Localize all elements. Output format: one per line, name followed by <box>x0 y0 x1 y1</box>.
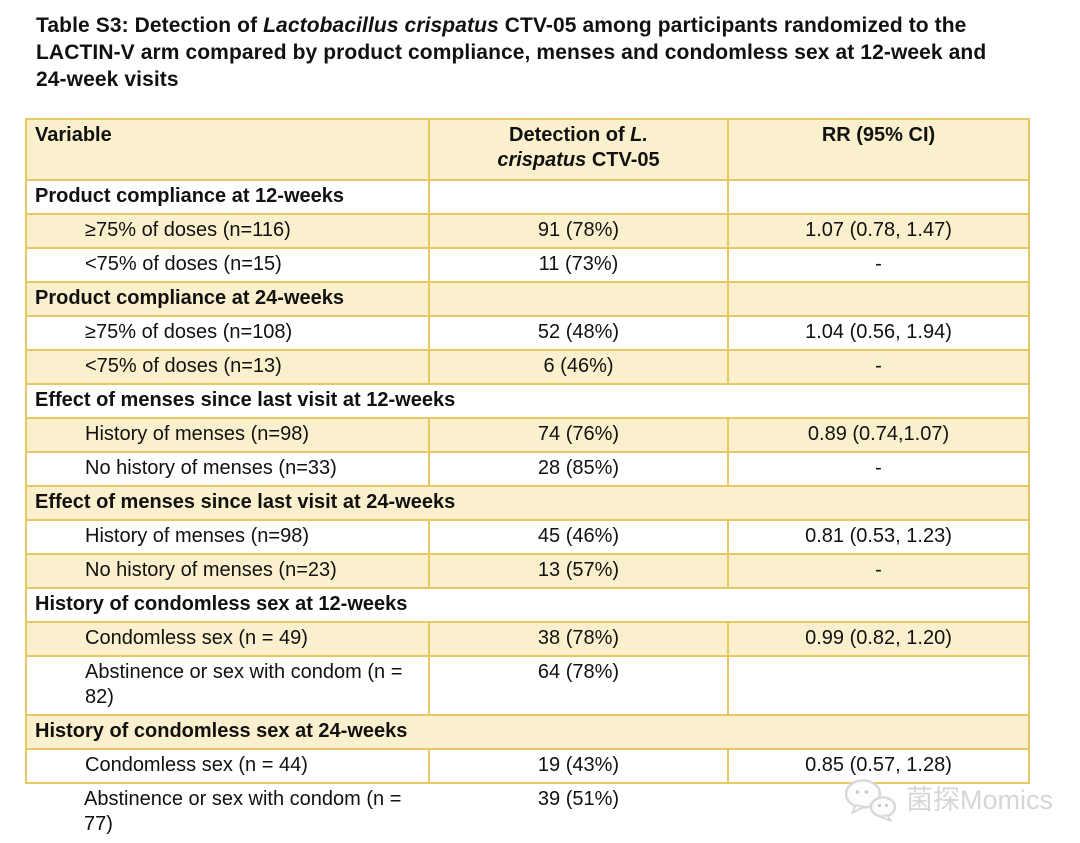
table-row: ≥75% of doses (n=116) 91 (78%) 1.07 (0.78,… <box>25 213 1030 249</box>
rr-cell: - <box>727 553 1030 589</box>
section-row: History of condomless sex at 24-weeks <box>25 714 1030 750</box>
table-row: Condomless sex (n = 49) 38 (78%) 0.99 (0.8… <box>25 621 1030 657</box>
section-row: Effect of menses since last visit at 12-… <box>25 383 1030 419</box>
detection-cell <box>428 281 729 317</box>
rr-cell <box>727 281 1030 317</box>
col-header-rr: RR (95% CI) <box>727 118 1030 181</box>
detection-header-tail: CTV-05 <box>586 149 660 171</box>
caption-text-tail: CTV-05 among participants randomized to … <box>36 14 987 91</box>
detection-cell: 19 (43%) <box>428 748 729 784</box>
table-row: Condomless sex (n = 44) 19 (43%) 0.85 (0.5… <box>25 748 1030 784</box>
variable-cell: <75% of doses (n=13) <box>25 349 430 385</box>
col-header-variable: Variable <box>25 118 430 181</box>
detection-cell: 64 (78%) <box>428 655 729 716</box>
rr-cell: 1.04 (0.56, 1.94) <box>727 315 1030 351</box>
results-table: Variable Detection of L. crispatus CTV-0… <box>25 118 1030 841</box>
section-row: Product compliance at 12-weeks <box>25 179 1030 215</box>
table-row: Abstinence or sex with condom (n = 77) 39… <box>26 783 1029 841</box>
col-header-detection: Detection of L. crispatus CTV-05 <box>428 118 729 181</box>
rr-cell: - <box>727 451 1030 487</box>
detection-cell: 6 (46%) <box>428 349 729 385</box>
rr-cell <box>727 179 1030 215</box>
table-header: Variable Detection of L. crispatus CTV-0… <box>25 118 1030 181</box>
detection-cell: 38 (78%) <box>428 621 729 657</box>
variable-cell: No history of menses (n=23) <box>25 553 430 589</box>
variable-cell: History of menses (n=98) <box>25 417 430 453</box>
table-row: No history of menses (n=23) 13 (57%) - <box>25 553 1030 589</box>
section-label: History of condomless sex at 12-weeks <box>25 587 1030 623</box>
wechat-bubbles-icon <box>844 779 897 822</box>
section-label: Product compliance at 12-weeks <box>25 179 430 215</box>
table-body: Product compliance at 12-weeks ≥75% of do… <box>25 179 1030 841</box>
variable-cell: History of menses (n=98) <box>25 519 430 555</box>
table-row: <75% of doses (n=15) 11 (73%) - <box>25 247 1030 283</box>
detection-header-italic2: crispatus <box>497 149 587 171</box>
table-row: No history of menses (n=33) 28 (85%) - <box>25 451 1030 487</box>
table-caption: Table S3: Detection of Lactobacillus cri… <box>36 12 1021 93</box>
detection-cell: 52 (48%) <box>428 315 729 351</box>
caption-text: Table S3: Detection of <box>36 14 264 37</box>
table-row: ≥75% of doses (n=108) 52 (48%) 1.04 (0.56,… <box>25 315 1030 351</box>
rr-cell: 0.85 (0.57, 1.28) <box>727 748 1030 784</box>
watermark: 菌探Momics <box>842 777 1053 823</box>
detection-cell: 13 (57%) <box>428 553 729 589</box>
variable-cell: No history of menses (n=33) <box>25 451 430 487</box>
watermark-text: 菌探Momics <box>906 784 1053 815</box>
caption-species-italic: Lactobacillus crispatus <box>263 14 499 37</box>
header-row: Variable Detection of L. crispatus CTV-0… <box>25 118 1030 181</box>
detection-cell: 91 (78%) <box>428 213 729 249</box>
rr-cell <box>727 655 1030 716</box>
variable-cell: ≥75% of doses (n=108) <box>25 315 430 351</box>
detection-cell: 11 (73%) <box>428 247 729 283</box>
section-label: Effect of menses since last visit at 12-… <box>25 383 1030 419</box>
variable-cell: Abstinence or sex with condom (n = 82) <box>25 655 430 716</box>
table-row: History of menses (n=98) 74 (76%) 0.89 (0.… <box>25 417 1030 453</box>
section-row: Effect of menses since last visit at 24-… <box>25 485 1030 521</box>
rr-cell: 1.07 (0.78, 1.47) <box>727 213 1030 249</box>
table-row: History of menses (n=98) 45 (46%) 0.81 (0.… <box>25 519 1030 555</box>
section-row: Product compliance at 24-weeks <box>25 281 1030 317</box>
rr-cell: 0.89 (0.74,1.07) <box>727 417 1030 453</box>
rr-cell: - <box>727 247 1030 283</box>
section-label: History of condomless sex at 24-weeks <box>25 714 1030 750</box>
detection-cell: 45 (46%) <box>428 519 729 555</box>
section-label: Effect of menses since last visit at 24-… <box>25 485 1030 521</box>
detection-cell: 74 (76%) <box>428 417 729 453</box>
detection-header-italic1: L. <box>630 124 648 146</box>
section-label: Product compliance at 24-weeks <box>25 281 430 317</box>
variable-cell: ≥75% of doses (n=116) <box>25 213 430 249</box>
rr-cell: - <box>727 349 1030 385</box>
detection-cell: 28 (85%) <box>428 451 729 487</box>
variable-cell: Condomless sex (n = 49) <box>25 621 430 657</box>
detection-cell <box>428 179 729 215</box>
detection-header-text: Detection of <box>509 124 631 146</box>
table-row: <75% of doses (n=13) 6 (46%) - <box>25 349 1030 385</box>
variable-cell: Condomless sex (n = 44) <box>25 748 430 784</box>
detection-cell: 39 (51%) <box>429 783 728 841</box>
variable-cell: <75% of doses (n=15) <box>25 247 430 283</box>
section-row: History of condomless sex at 12-weeks <box>25 587 1030 623</box>
rr-cell: 0.81 (0.53, 1.23) <box>727 519 1030 555</box>
rr-cell: 0.99 (0.82, 1.20) <box>727 621 1030 657</box>
variable-cell: Abstinence or sex with condom (n = 77) <box>26 783 429 841</box>
table-row: Abstinence or sex with condom (n = 82) 64… <box>25 655 1030 716</box>
